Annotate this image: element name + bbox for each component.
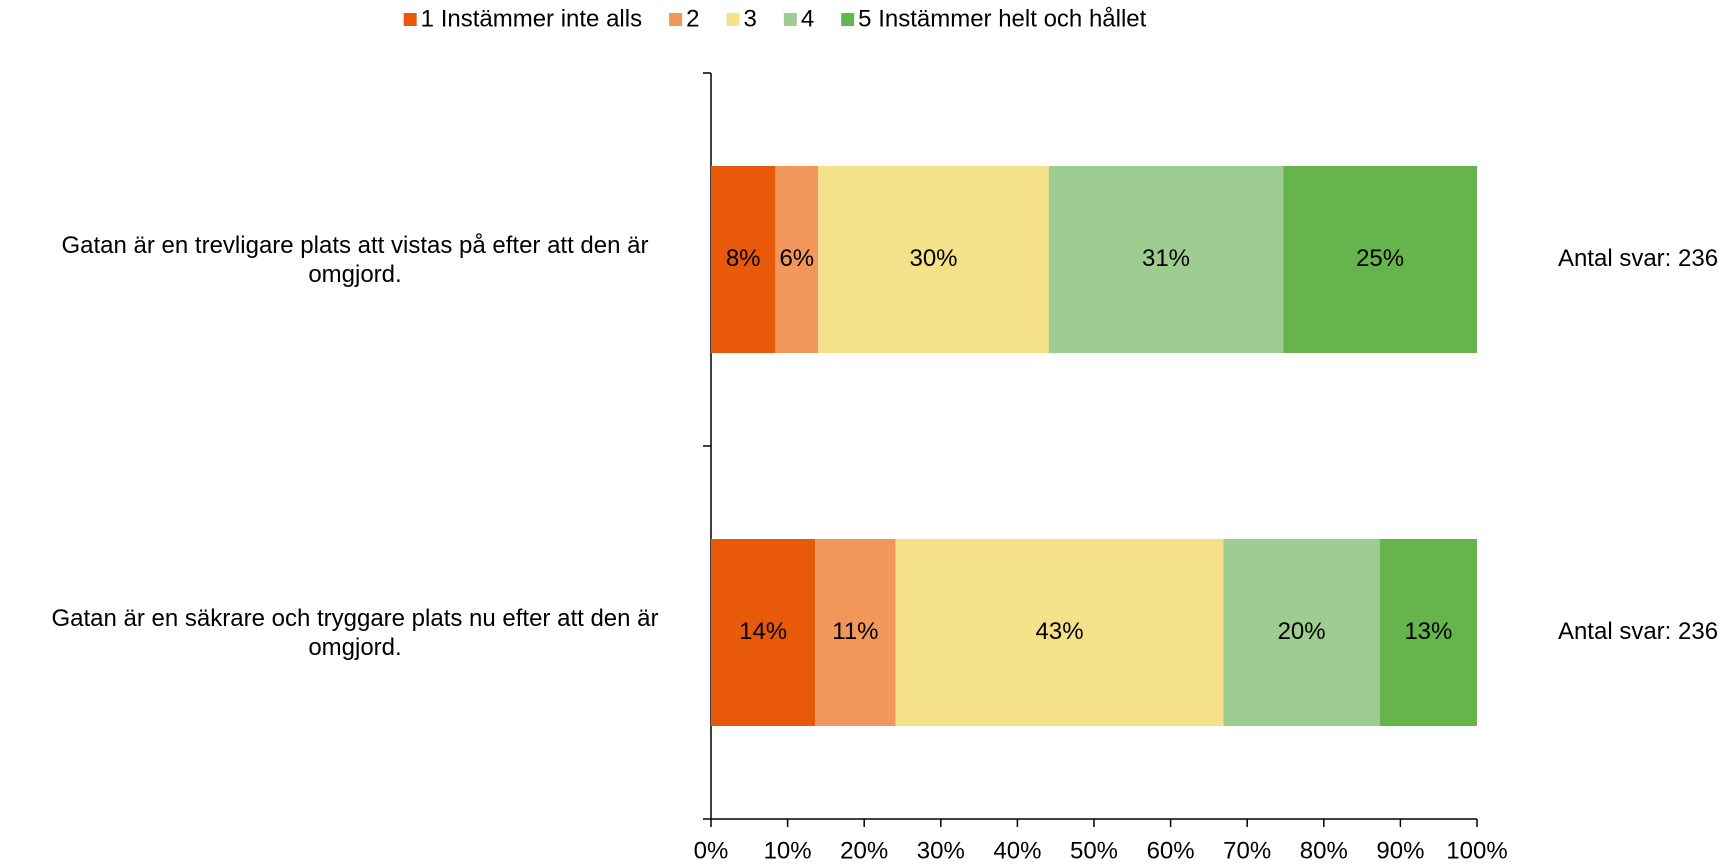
x-tick-label: 90% — [1376, 837, 1424, 864]
category-label: Gatan är en säkrare och tryggare plats n… — [51, 604, 659, 661]
bar-segment — [818, 166, 1049, 353]
x-tick-label: 60% — [1147, 837, 1195, 864]
category-label: Gatan är en trevligare plats att vistas … — [61, 231, 649, 288]
legend-swatch — [669, 13, 683, 26]
x-tick-label: 30% — [917, 837, 965, 864]
bar-segment — [895, 539, 1224, 726]
data-label: 30% — [909, 245, 957, 272]
legend-swatch — [403, 13, 417, 26]
x-tick-label: 100% — [1446, 837, 1507, 864]
x-tick-label: 20% — [840, 837, 888, 864]
bar-segment — [775, 166, 819, 353]
bar-segment — [1379, 539, 1477, 726]
x-tick-label: 40% — [993, 837, 1041, 864]
legend-label: 2 — [686, 5, 699, 32]
data-label: 11% — [832, 618, 878, 645]
data-label: 20% — [1278, 618, 1326, 645]
x-tick-label: 10% — [764, 837, 812, 864]
annotation: Antal svar: 236 — [1558, 245, 1718, 272]
data-label: 31% — [1142, 245, 1190, 272]
data-label: 43% — [1036, 618, 1084, 645]
bar-segment — [815, 539, 896, 726]
bar-segment — [1048, 166, 1284, 353]
legend-label: 1 Instämmer inte alls — [421, 5, 642, 32]
data-label: 13% — [1404, 618, 1452, 645]
x-tick-label: 50% — [1070, 837, 1118, 864]
x-tick-label: 80% — [1300, 837, 1348, 864]
x-tick-label: 0% — [694, 837, 729, 864]
data-label: 25% — [1356, 245, 1404, 272]
bar-segment — [1223, 539, 1380, 726]
data-label: 6% — [779, 245, 814, 272]
annotation: Antal svar: 236 — [1558, 618, 1718, 645]
data-label: 14% — [739, 618, 787, 645]
legend-label: 5 Instämmer helt och hållet — [858, 5, 1146, 32]
bar-segment — [711, 166, 776, 353]
bar-segment — [711, 539, 816, 726]
legend-label: 4 — [801, 5, 814, 32]
legend-swatch — [841, 13, 855, 26]
x-tick-label: 70% — [1223, 837, 1271, 864]
bar-segment — [1283, 166, 1477, 353]
legend-swatch — [783, 13, 797, 26]
legend-label: 3 — [743, 5, 756, 32]
data-label: 8% — [726, 245, 761, 272]
legend-swatch — [726, 13, 740, 26]
